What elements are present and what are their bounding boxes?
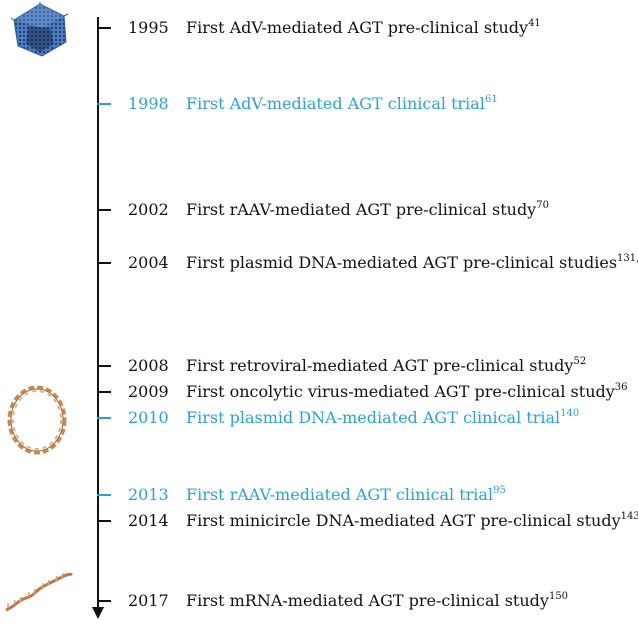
- adenovirus-icon: [10, 2, 70, 62]
- event-reference: 140: [560, 408, 580, 419]
- timeline-event: 2017 First mRNA-mediated AGT pre-clinica…: [97, 590, 637, 612]
- timeline-tick: [97, 391, 111, 393]
- timeline-event: 2004 First plasmid DNA-mediated AGT pre-…: [97, 252, 638, 274]
- event-description: First mRNA-mediated AGT pre-clinical stu…: [186, 591, 569, 610]
- timeline-event: 2002 First rAAV-mediated AGT pre-clinica…: [97, 199, 637, 221]
- timeline-event: 2009 First oncolytic virus-mediated AGT …: [97, 381, 637, 403]
- timeline-axis: [97, 17, 99, 610]
- event-reference: 36: [614, 382, 628, 393]
- event-reference: 41: [528, 18, 541, 29]
- event-reference: 61: [484, 94, 498, 105]
- event-description: First oncolytic virus-mediated AGT pre-c…: [186, 382, 628, 401]
- event-reference: 52: [573, 356, 587, 367]
- plasmid-dna-icon: [2, 380, 72, 464]
- event-description: First AdV-mediated AGT pre-clinical stud…: [186, 18, 541, 37]
- timeline-tick: [97, 494, 111, 496]
- event-reference: 131, 132: [617, 253, 638, 264]
- timeline-tick: [97, 209, 111, 211]
- event-year: 2008: [128, 356, 169, 375]
- event-reference: 95: [493, 485, 506, 496]
- timeline-tick: [97, 262, 111, 264]
- event-description: First rAAV-mediated AGT pre-clinical stu…: [186, 200, 549, 219]
- event-description: First minicircle DNA-mediated AGT pre-cl…: [186, 511, 638, 530]
- event-year: 2010: [128, 408, 169, 427]
- timeline-event: 1995 First AdV-mediated AGT pre-clinical…: [97, 17, 637, 39]
- timeline-tick: [97, 417, 111, 419]
- event-year: 2002: [128, 200, 169, 219]
- event-description: First AdV-mediated AGT clinical trial61: [186, 94, 498, 113]
- event-reference: 150: [548, 591, 569, 602]
- timeline-arrowhead: [92, 607, 104, 619]
- event-description: First rAAV-mediated AGT clinical trial95: [186, 485, 506, 504]
- timeline-tick: [97, 27, 111, 29]
- event-description: First retroviral-mediated AGT pre-clinic…: [186, 356, 587, 375]
- event-description: First plasmid DNA-mediated AGT pre-clini…: [186, 252, 638, 274]
- event-year: 2014: [128, 511, 169, 530]
- event-year: 1998: [128, 94, 169, 113]
- event-year: 1995: [128, 18, 169, 37]
- timeline-event: 1998 First AdV-mediated AGT clinical tri…: [97, 93, 637, 115]
- timeline-event: 2010 First plasmid DNA-mediated AGT clin…: [97, 407, 637, 429]
- event-year: 2009: [128, 382, 169, 401]
- event-description: First plasmid DNA-mediated AGT clinical …: [186, 408, 580, 427]
- timeline-tick: [97, 103, 111, 105]
- timeline-tick: [97, 365, 111, 367]
- event-year: 2013: [128, 485, 169, 504]
- mrna-strand-icon: [2, 572, 74, 618]
- event-reference: 70: [536, 200, 549, 211]
- event-reference: 143: [620, 511, 638, 522]
- event-year: 2017: [128, 591, 169, 610]
- timeline-event: 2014 First minicircle DNA-mediated AGT p…: [97, 510, 638, 532]
- timeline-tick: [97, 600, 111, 602]
- timeline-event: 2008 First retroviral-mediated AGT pre-c…: [97, 355, 637, 377]
- timeline-event: 2013 First rAAV-mediated AGT clinical tr…: [97, 484, 637, 506]
- timeline-tick: [97, 520, 111, 522]
- event-year: 2004: [128, 253, 169, 272]
